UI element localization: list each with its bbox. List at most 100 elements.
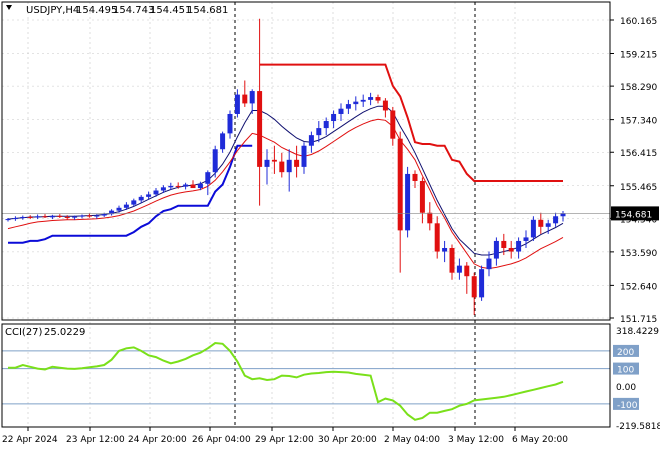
candle-body[interactable] (249, 91, 255, 104)
candle-body[interactable] (197, 183, 203, 189)
cci-tick-label: 0.00 (616, 383, 636, 393)
candle-body[interactable] (109, 210, 115, 215)
candle-body[interactable] (227, 113, 233, 134)
candle-body[interactable] (523, 237, 529, 241)
cci-value: 25.0229 (44, 327, 85, 338)
candle-body[interactable] (294, 159, 300, 167)
candle-body[interactable] (79, 215, 85, 217)
candle-body[interactable] (360, 99, 366, 102)
price-plot[interactable] (2, 18, 610, 316)
candle-body[interactable] (345, 104, 351, 109)
candle-body[interactable] (116, 207, 122, 211)
cci-plot[interactable] (8, 341, 564, 421)
candle-body[interactable] (42, 216, 48, 218)
candle-body[interactable] (331, 113, 337, 122)
candle-body[interactable] (412, 173, 418, 181)
candle-body[interactable] (545, 223, 551, 227)
candle-body[interactable] (538, 219, 544, 227)
candle-body[interactable] (493, 240, 499, 259)
price-tick-label: 151.715 (620, 315, 657, 325)
time-tick-label: 24 Apr 20:00 (128, 435, 187, 445)
candle-body[interactable] (35, 216, 41, 218)
candle-body[interactable] (49, 215, 55, 218)
candle-body[interactable] (212, 149, 218, 173)
candle-body[interactable] (323, 121, 329, 129)
cci-level-badge (613, 362, 639, 375)
candle-body[interactable] (160, 187, 166, 191)
candle-body[interactable] (279, 161, 285, 173)
candle-body[interactable] (442, 247, 448, 252)
candle-body[interactable] (353, 101, 359, 105)
candle-body[interactable] (553, 216, 559, 224)
candle-body[interactable] (397, 138, 403, 231)
candle-body[interactable] (530, 219, 536, 238)
candle-body[interactable] (175, 185, 181, 187)
candle-body[interactable] (316, 128, 322, 136)
time-tick-label: 2 May 04:00 (384, 435, 440, 445)
axes: 160.165 159.215 158.290 157.340 156.415 155.4… (1, 1, 660, 445)
candle-body[interactable] (456, 265, 462, 273)
candle-body[interactable] (153, 190, 159, 195)
candle-body[interactable] (501, 240, 507, 248)
high-value: 154.743 (113, 5, 154, 16)
candle-body[interactable] (146, 194, 152, 197)
candle-body[interactable] (471, 276, 477, 298)
current-price-label: 154.681 (615, 210, 652, 220)
candle-body[interactable] (257, 91, 263, 167)
candle-body[interactable] (27, 216, 33, 218)
candle-body[interactable] (131, 200, 137, 205)
candle-body[interactable] (434, 223, 440, 252)
close-value: 154.681 (187, 5, 228, 16)
candle-body[interactable] (464, 265, 470, 277)
candle-body[interactable] (486, 258, 492, 270)
candle-body[interactable] (94, 215, 100, 217)
candle-body[interactable] (234, 94, 240, 114)
candle-body[interactable] (72, 216, 78, 218)
time-tick-label: 26 Apr 04:00 (192, 435, 251, 445)
candle-body[interactable] (271, 159, 277, 162)
candle-body[interactable] (123, 204, 129, 208)
candle-body[interactable] (286, 159, 292, 173)
candle-body[interactable] (20, 216, 26, 219)
candle-body[interactable] (12, 218, 18, 220)
open-value: 154.495 (76, 5, 117, 16)
candle-body[interactable] (220, 133, 226, 150)
candle-body[interactable] (64, 216, 70, 218)
candle-body[interactable] (368, 97, 374, 100)
candle-body[interactable] (427, 212, 433, 224)
candle-body[interactable] (86, 215, 92, 217)
price-tick-label: 155.465 (620, 183, 657, 193)
time-tick-label: 6 May 20:00 (512, 435, 568, 445)
price-frame (1, 1, 611, 321)
candle-body[interactable] (419, 180, 425, 213)
dropdown-triangle-icon[interactable] (6, 5, 12, 10)
candle-body[interactable] (57, 215, 63, 217)
candle-body[interactable] (449, 247, 455, 273)
candle-body[interactable] (405, 173, 411, 231)
grid (2, 2, 610, 427)
candle-body[interactable] (205, 172, 211, 184)
candle-body[interactable] (301, 145, 307, 167)
candle-body[interactable] (138, 196, 144, 201)
candle-body[interactable] (264, 159, 270, 167)
candle-body[interactable] (168, 185, 174, 188)
candle-body[interactable] (508, 247, 514, 252)
candle-body[interactable] (242, 94, 248, 104)
candle-body[interactable] (516, 240, 522, 252)
candle-body[interactable] (382, 100, 388, 111)
candle-body[interactable] (560, 213, 566, 217)
candle-body[interactable] (338, 108, 344, 114)
candle-body[interactable] (190, 184, 196, 189)
cci-tick-label: 200 (617, 348, 634, 358)
candle-body[interactable] (183, 184, 189, 187)
candle-body[interactable] (101, 214, 107, 216)
cci-tick-label: -219.5818 (616, 422, 660, 432)
lower-channel-line (8, 144, 253, 244)
candle-body[interactable] (375, 97, 381, 101)
candle-body[interactable] (390, 110, 396, 139)
candle-body[interactable] (5, 219, 11, 221)
candle-body[interactable] (479, 269, 485, 298)
candle-body[interactable] (308, 135, 314, 146)
